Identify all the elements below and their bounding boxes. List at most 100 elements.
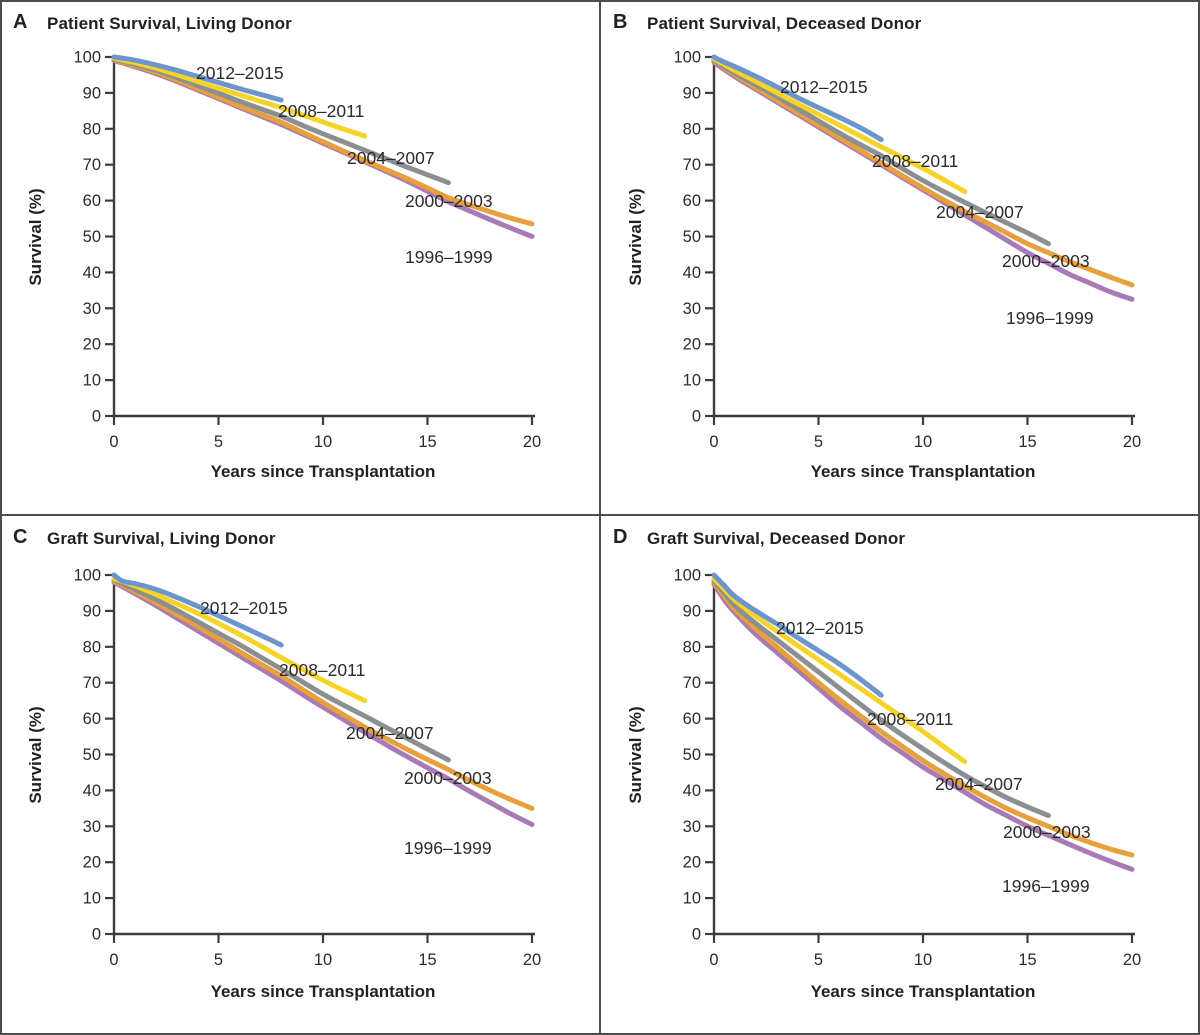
y-tick-label: 100	[73, 49, 101, 67]
era-label-2012-2015: 2012–2015	[776, 618, 864, 638]
x-tick-label: 15	[418, 951, 436, 969]
panel-a: 0 10 20 30 40 50 60 70 80 90 100 0 5 10 15 20 1996–1999 2…	[0, 0, 600, 515]
curve-2000-2003	[711, 579, 1135, 858]
panel-d-chart: 0 10 20 30 40 50 60 70 80 90 100 0 5 10 15 20 1996–1999 2…	[673, 567, 1141, 970]
y-tick-label: 60	[683, 710, 701, 728]
panel-b-chart: 0 10 20 30 40 50 60 70 80 90 100 0 5 10 15 20 1996–1999 2…	[673, 49, 1141, 452]
y-tick-label: 10	[683, 890, 701, 908]
y-tick-label: 30	[683, 818, 701, 836]
x-tick-label: 10	[314, 951, 332, 969]
curve-2004-2007	[711, 57, 1051, 247]
era-label-1996-1999: 1996–1999	[1006, 308, 1094, 328]
y-tick-label: 60	[83, 192, 101, 210]
panel-a-chart: 0 10 20 30 40 50 60 70 80 90 100 0 5 10 15 20 1996–1999 2…	[73, 49, 541, 452]
y-tick-label: 90	[83, 602, 101, 620]
panel-c-chart: 0 10 20 30 40 50 60 70 80 90 100 0 5 10 15 20 1996–1999 2…	[73, 567, 541, 970]
era-label-2004-2007: 2004–2007	[936, 202, 1024, 222]
panel-c-title: Graft Survival, Living Donor	[47, 529, 276, 548]
y-tick-label: 50	[83, 746, 101, 764]
y-tick-label: 100	[73, 567, 101, 585]
panel-d-title: Graft Survival, Deceased Donor	[647, 529, 906, 548]
y-tick-label: 70	[683, 674, 701, 692]
curve-2008-2011	[111, 576, 368, 704]
y-tick-label: 60	[83, 710, 101, 728]
y-tick-label: 80	[83, 120, 101, 138]
y-tick-label: 100	[673, 567, 701, 585]
y-tick-label: 40	[83, 264, 101, 282]
x-tick-label: 5	[214, 951, 223, 969]
y-tick-label: 40	[683, 782, 701, 800]
panel-a-title: Patient Survival, Living Donor	[47, 14, 292, 33]
x-tick-label: 10	[914, 433, 932, 451]
y-tick-label: 90	[683, 84, 701, 102]
curve-2008-2011	[111, 55, 368, 139]
panel-divider-vertical	[599, 0, 601, 1035]
y-tick-label: 80	[683, 120, 701, 138]
panel-a-letter: A	[13, 11, 28, 33]
panel-a-x-axis-label: Years since Transplantation	[210, 462, 436, 481]
panel-b-x-axis-label: Years since Transplantation	[810, 462, 1036, 481]
x-tick-label: 5	[214, 433, 223, 451]
panel-b-y-axis-label: Survival (%)	[626, 188, 645, 286]
y-tick-label: 70	[683, 156, 701, 174]
y-tick-label: 50	[683, 228, 701, 246]
y-tick-label: 60	[683, 192, 701, 210]
x-tick-label: 15	[1018, 433, 1036, 451]
panel-c-x-axis-label: Years since Transplantation	[210, 982, 436, 1001]
era-label-2012-2015: 2012–2015	[780, 77, 868, 97]
panel-c-letter: C	[13, 526, 28, 548]
panel-d-letter: D	[613, 526, 628, 548]
x-tick-label: 10	[314, 433, 332, 451]
era-label-2008-2011: 2008–2011	[279, 660, 365, 680]
era-label-2012-2015: 2012–2015	[200, 598, 288, 618]
y-tick-label: 90	[83, 84, 101, 102]
era-label-2000-2003: 2000–2003	[1002, 251, 1090, 271]
era-label-2000-2003: 2000–2003	[404, 768, 492, 788]
y-tick-label: 0	[92, 926, 101, 944]
y-tick-label: 50	[83, 228, 101, 246]
y-tick-label: 10	[683, 372, 701, 390]
y-tick-label: 100	[673, 49, 701, 67]
y-tick-label: 70	[83, 156, 101, 174]
curve-2004-2007	[711, 577, 1051, 818]
panel-d: 0 10 20 30 40 50 60 70 80 90 100 0 5 10 15 20 1996–1999 2…	[600, 515, 1200, 1035]
era-label-2008-2011: 2008–2011	[278, 101, 364, 121]
curve-2004-2007	[111, 56, 451, 186]
y-tick-label: 40	[83, 782, 101, 800]
y-tick-label: 70	[83, 674, 101, 692]
panel-b-title: Patient Survival, Deceased Donor	[647, 14, 922, 33]
panel-c-y-axis-label: Survival (%)	[26, 706, 45, 804]
curve-2012-2015	[111, 572, 284, 648]
x-tick-label: 0	[709, 433, 718, 451]
panel-b-letter: B	[613, 11, 628, 33]
panel-a-y-axis-label: Survival (%)	[26, 188, 45, 286]
x-tick-label: 0	[109, 951, 118, 969]
y-tick-label: 40	[683, 264, 701, 282]
y-tick-label: 20	[83, 854, 101, 872]
y-tick-label: 20	[683, 336, 701, 354]
era-label-1996-1999: 1996–1999	[405, 247, 493, 267]
era-label-2008-2011: 2008–2011	[867, 709, 953, 729]
era-label-2008-2011: 2008–2011	[872, 151, 958, 171]
panel-b: 0 10 20 30 40 50 60 70 80 90 100 0 5 10 15 20 1996–1999 2…	[600, 0, 1200, 515]
era-label-1996-1999: 1996–1999	[404, 838, 492, 858]
y-tick-label: 90	[683, 602, 701, 620]
y-tick-label: 20	[83, 336, 101, 354]
curve-2000-2003	[111, 57, 535, 227]
x-tick-label: 20	[523, 433, 541, 451]
x-tick-label: 20	[523, 951, 541, 969]
era-label-2004-2007: 2004–2007	[347, 148, 435, 168]
panel-divider-horizontal	[0, 514, 1200, 516]
y-tick-label: 30	[683, 300, 701, 318]
y-tick-label: 30	[83, 818, 101, 836]
curve-2012-2015	[711, 54, 884, 143]
x-tick-label: 20	[1123, 951, 1141, 969]
y-tick-label: 10	[83, 890, 101, 908]
curve-2012-2015	[111, 54, 284, 103]
panel-d-x-axis-label: Years since Transplantation	[810, 982, 1036, 1001]
era-label-2004-2007: 2004–2007	[935, 774, 1023, 794]
curve-2008-2011	[711, 576, 968, 765]
x-tick-label: 0	[709, 951, 718, 969]
y-tick-label: 80	[83, 638, 101, 656]
y-tick-label: 50	[683, 746, 701, 764]
